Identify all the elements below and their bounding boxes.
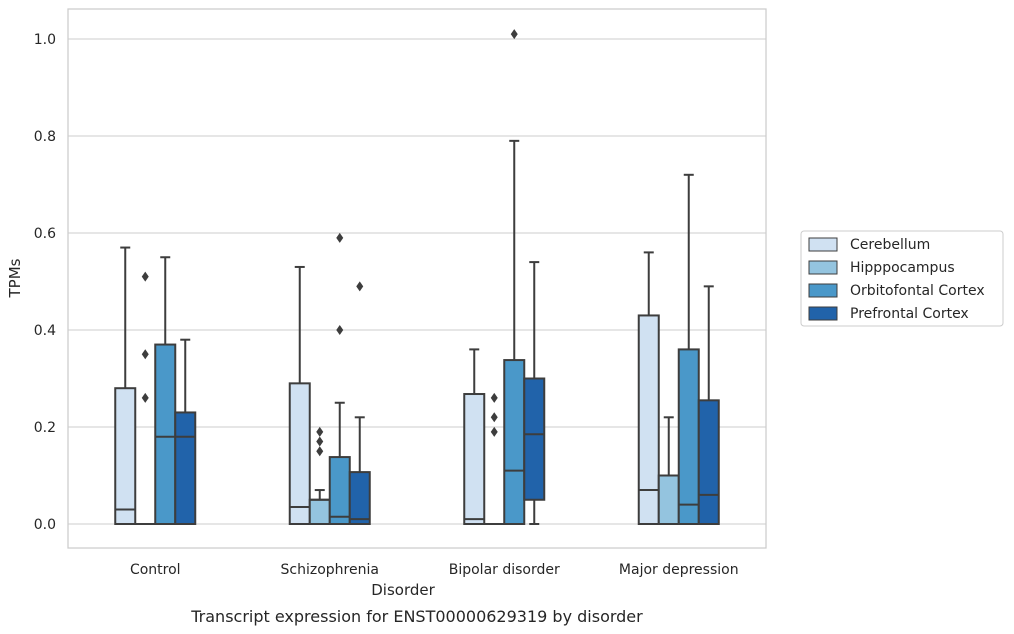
box — [463, 393, 486, 525]
x-axis-ticks: Control Schizophrenia Bipolar disorder Majo… — [130, 562, 739, 578]
legend-swatch — [808, 306, 838, 321]
box — [637, 314, 660, 526]
outlier-point — [356, 281, 364, 292]
box-group — [677, 173, 700, 525]
box — [523, 377, 546, 501]
outlier-point — [490, 426, 498, 437]
y-tick-label: 0.4 — [34, 323, 56, 339]
box-group — [697, 285, 720, 526]
legend-label: Prefrontal Cortex — [850, 306, 969, 322]
x-tick-label: Schizophrenia — [281, 562, 379, 578]
box-plots — [114, 29, 720, 526]
y-axis-ticks: 0.0 0.2 0.4 0.6 0.8 1.0 — [34, 32, 56, 533]
outlier-point — [316, 436, 324, 447]
legend-label: Hipppocampus — [850, 260, 955, 276]
box-group — [523, 261, 546, 525]
outlier-point — [490, 392, 498, 403]
y-tick-label: 0.6 — [34, 226, 56, 242]
box-group — [288, 265, 311, 525]
box-group — [463, 348, 486, 525]
box-group — [328, 232, 351, 526]
x-tick-label: Control — [130, 562, 181, 578]
legend-swatch — [808, 260, 838, 275]
y-tick-label: 0.8 — [34, 129, 56, 145]
box-group — [308, 426, 331, 525]
box-group — [135, 271, 156, 525]
outlier-point — [510, 29, 518, 40]
outlier-point — [336, 232, 344, 243]
y-tick-label: 0.0 — [34, 517, 56, 533]
box-group — [174, 338, 197, 526]
outlier-point — [316, 446, 324, 457]
plot-area-frame — [67, 8, 767, 549]
box-group — [503, 29, 526, 525]
y-axis-title: TPMs — [6, 258, 24, 298]
legend-swatch — [808, 237, 838, 252]
outlier-point — [336, 325, 344, 335]
outlier-point — [490, 412, 498, 423]
box — [677, 348, 700, 525]
outlier-point — [141, 271, 149, 282]
legend-label: Orbitofontal Cortex — [850, 283, 985, 299]
outlier-point — [141, 392, 149, 403]
box — [328, 456, 351, 526]
legend: Cerebellum Hipppocampus Orbitofontal Corte… — [800, 230, 1004, 327]
box — [174, 411, 197, 526]
legend-frame — [800, 230, 1004, 327]
box — [697, 399, 720, 526]
box — [348, 471, 371, 526]
box-group — [484, 392, 505, 525]
box-group — [657, 416, 680, 525]
chart-caption: Transcript expression for ENST0000062931… — [190, 607, 643, 626]
box — [288, 382, 311, 525]
box-group — [154, 256, 177, 525]
outlier-point — [141, 349, 149, 360]
legend-swatch — [808, 283, 838, 298]
outlier-point — [316, 426, 324, 437]
box — [657, 474, 680, 525]
y-tick-label: 1.0 — [34, 32, 56, 48]
box — [114, 387, 137, 526]
box — [308, 498, 331, 525]
box — [503, 359, 526, 525]
legend-label: Cerebellum — [850, 237, 930, 253]
box-group — [114, 246, 137, 526]
y-tick-label: 0.2 — [34, 420, 56, 436]
x-axis-title: Disorder — [371, 581, 435, 599]
box-group — [348, 281, 371, 526]
x-tick-label: Major depression — [619, 562, 739, 578]
box — [154, 343, 177, 525]
box-group — [637, 251, 660, 526]
x-tick-label: Bipolar disorder — [449, 562, 560, 578]
